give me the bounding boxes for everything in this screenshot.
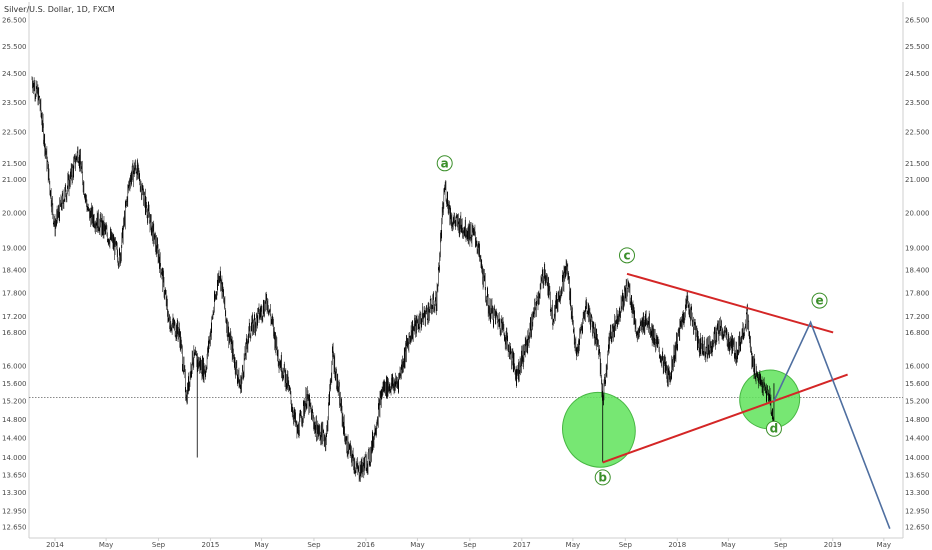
- y-tick-label-right: 25.500: [905, 43, 930, 51]
- trendline: [602, 373, 848, 464]
- y-tick-label-left: 14.800: [2, 416, 27, 424]
- x-tick-label: May: [410, 541, 424, 549]
- y-tick-label-left: 17.800: [2, 289, 27, 297]
- wave-label-text: b: [598, 470, 607, 484]
- x-tick-label: 2019: [824, 541, 842, 549]
- y-axis-right: 26.500 25.500 24.500 23.500 22.500 21.500 21.0…: [905, 16, 930, 531]
- wave-label-circle: [765, 420, 782, 437]
- y-tick-label-left: 14.000: [2, 454, 27, 462]
- x-tick-label: Sep: [463, 541, 477, 549]
- x-tick-label: 2014: [46, 541, 64, 549]
- x-tick-label: May: [721, 541, 735, 549]
- x-tick-label: May: [99, 541, 113, 549]
- y-tick-label-right: 15.200: [905, 398, 930, 406]
- y-axis-left: 26.500 25.500 24.500 23.500 22.500 21.500 21.0…: [2, 16, 27, 531]
- wave-label-text: c: [623, 248, 630, 262]
- y-tick-label-right: 15.600: [905, 380, 930, 388]
- y-tick-label-right: 13.650: [905, 471, 930, 479]
- y-tick-label-right: 20.000: [905, 209, 930, 217]
- wave-label-circle: [619, 247, 635, 264]
- y-tick-label-left: 16.000: [2, 362, 27, 370]
- wave-label-text: a: [441, 156, 449, 170]
- y-tick-label-right: 14.800: [905, 416, 930, 424]
- y-tick-label-right: 22.500: [905, 129, 930, 137]
- y-tick-label-right: 16.800: [905, 329, 930, 337]
- wave-label-circle: [436, 155, 453, 172]
- x-tick-label: 2017: [513, 541, 531, 549]
- y-tick-label-right: 24.500: [905, 70, 930, 78]
- axis-frame: [28, 2, 904, 539]
- y-tick-label-right: 12.950: [905, 507, 930, 515]
- y-tick-label-left: 16.800: [2, 329, 27, 337]
- y-tick-label-left: 25.500: [2, 43, 27, 51]
- x-tick-label: 2015: [202, 541, 220, 549]
- y-tick-label-left: 15.200: [2, 398, 27, 406]
- x-tick-label: 2016: [357, 541, 375, 549]
- x-tick-label: Sep: [619, 541, 633, 549]
- y-tick-label-left: 13.650: [2, 471, 27, 479]
- x-tick-label: 2018: [668, 541, 686, 549]
- y-tick-label-left: 18.400: [2, 267, 27, 275]
- y-tick-label-right: 16.000: [905, 362, 930, 370]
- x-tick-label: Sep: [774, 541, 788, 549]
- y-tick-label-left: 14.400: [2, 435, 27, 443]
- y-tick-label-left: 12.650: [2, 524, 27, 532]
- y-tick-label-left: 23.500: [2, 99, 27, 107]
- y-tick-label-right: 17.800: [905, 289, 930, 297]
- y-tick-label-right: 21.500: [905, 160, 930, 168]
- highlight-zone-ellipse: [562, 391, 636, 468]
- y-tick-label-right: 26.500: [905, 16, 930, 24]
- y-tick-label-right: 19.000: [905, 245, 930, 253]
- y-tick-label-right: 14.400: [905, 435, 930, 443]
- y-tick-label-right: 18.400: [905, 267, 930, 275]
- y-tick-label-left: 24.500: [2, 70, 27, 78]
- y-tick-label-right: 23.500: [905, 99, 930, 107]
- y-tick-label-right: 14.000: [905, 454, 930, 462]
- wave-labels: a b c d e: [436, 155, 828, 486]
- y-tick-label-left: 15.600: [2, 380, 27, 388]
- y-tick-label-left: 26.500: [2, 16, 27, 24]
- x-tick-label: May: [254, 541, 268, 549]
- projection-path: [773, 320, 891, 529]
- wave-label-text: d: [770, 422, 779, 436]
- trendline: [626, 272, 834, 334]
- y-tick-label-left: 20.000: [2, 209, 27, 217]
- y-tick-label-left: 21.000: [2, 176, 27, 184]
- y-tick-label-left: 22.500: [2, 129, 27, 137]
- y-tick-label-right: 21.000: [905, 176, 930, 184]
- x-axis: 2014 May Sep 2015 May Sep 2016 May Sep 2017 May Sep…: [46, 538, 891, 549]
- wave-label-text: e: [815, 294, 823, 308]
- y-tick-label-left: 17.200: [2, 313, 27, 321]
- drawing-lines: [602, 272, 891, 529]
- wave-label-circle: [594, 469, 611, 486]
- chart-title: Silver/U.S. Dollar, 1D, FXCM: [4, 5, 115, 14]
- x-tick-label: May: [566, 541, 580, 549]
- y-tick-label-left: 19.000: [2, 245, 27, 253]
- wave-label-circle: [811, 292, 828, 309]
- y-tick-label-right: 12.650: [905, 524, 930, 532]
- x-tick-label: May: [877, 541, 891, 549]
- x-tick-label: Sep: [307, 541, 321, 549]
- y-tick-label-left: 13.300: [2, 489, 27, 497]
- y-tick-label-right: 13.300: [905, 489, 930, 497]
- price-series: [31, 76, 775, 482]
- x-tick-label: Sep: [152, 541, 166, 549]
- y-tick-label-left: 12.950: [2, 507, 27, 515]
- y-tick-label-left: 21.500: [2, 160, 27, 168]
- y-tick-label-right: 17.200: [905, 313, 930, 321]
